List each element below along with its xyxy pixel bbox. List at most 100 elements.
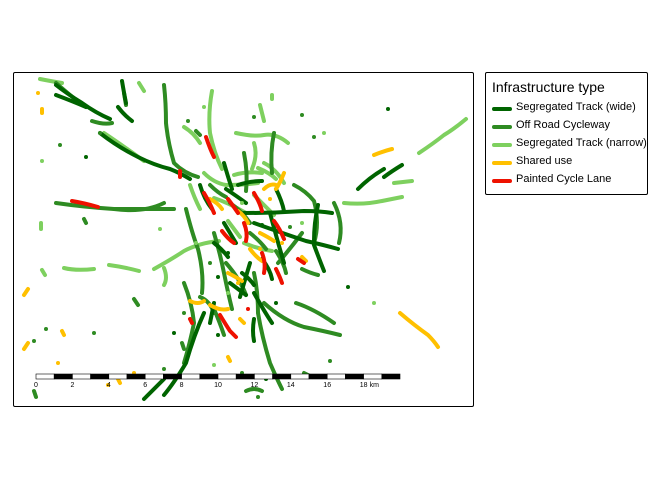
route-off-road xyxy=(32,389,38,399)
legend-swatch xyxy=(492,125,512,129)
route-off-road xyxy=(262,301,342,337)
route-segregated-narrow xyxy=(250,141,258,171)
route-off-road xyxy=(252,271,284,391)
route-segregated-wide xyxy=(386,107,390,111)
route-shared-use xyxy=(22,287,30,297)
scale-bar-segment xyxy=(290,373,310,380)
scale-tick-label: 0 xyxy=(34,382,38,389)
route-segregated-narrow xyxy=(372,301,376,305)
route-segregated-narrow xyxy=(38,77,64,85)
route-segregated-wide xyxy=(312,203,320,243)
route-off-road xyxy=(292,183,319,245)
legend-swatch xyxy=(492,107,512,111)
route-segregated-narrow xyxy=(322,131,326,135)
route-shared-use xyxy=(236,281,240,285)
route-segregated-wide xyxy=(274,301,278,305)
cycle-network-map: 0 2 4 6 8 10 12 14 16 18 km xyxy=(22,77,468,401)
route-segregated-wide xyxy=(236,179,264,187)
route-off-road xyxy=(244,387,264,393)
legend-item-painted-lane: Painted Cycle Lane xyxy=(492,171,647,189)
route-off-road xyxy=(252,115,256,119)
route-segregated-wide xyxy=(172,331,176,335)
route-off-road xyxy=(300,113,304,117)
legend-swatch xyxy=(492,161,512,165)
scale-bar-segment xyxy=(308,373,328,380)
scale-bar-segment xyxy=(72,373,91,380)
route-shared-use xyxy=(398,311,440,349)
route-painted-lane xyxy=(220,229,236,245)
route-segregated-wide xyxy=(224,187,248,205)
route-off-road xyxy=(90,119,114,126)
route-off-road xyxy=(184,207,205,295)
route-segregated-narrow xyxy=(417,117,468,155)
route-shared-use xyxy=(248,247,264,263)
route-off-road xyxy=(300,267,320,277)
route-painted-lane xyxy=(246,307,250,311)
route-shared-use xyxy=(258,247,262,251)
route-painted-lane xyxy=(70,199,100,209)
route-segregated-narrow xyxy=(240,201,244,205)
route-shared-use xyxy=(268,197,272,201)
scale-bar-segment xyxy=(144,373,164,380)
route-segregated-wide xyxy=(54,83,112,121)
scale-tick-label: 2 xyxy=(70,382,74,389)
route-segregated-narrow xyxy=(152,239,221,271)
route-off-road xyxy=(180,341,186,351)
legend: Infrastructure type Segregated Track (wi… xyxy=(485,72,648,195)
legend-label: Segregated Track (narrow) xyxy=(516,137,647,149)
route-segregated-narrow xyxy=(256,166,278,181)
scale-bar: 0 2 4 6 8 10 12 14 16 18 km xyxy=(34,373,401,389)
route-shared-use xyxy=(116,377,122,385)
scale-bar-segment xyxy=(254,373,273,380)
route-off-road xyxy=(194,129,202,137)
route-painted-lane xyxy=(252,191,264,213)
scale-bar-segment xyxy=(163,373,182,380)
route-off-road xyxy=(208,261,212,265)
route-shared-use xyxy=(208,197,224,211)
scale-bar-segment xyxy=(217,373,237,380)
route-shared-use xyxy=(36,91,40,95)
route-painted-lane xyxy=(242,221,249,243)
legend-item-segregated-narrow: Segregated Track (narrow) xyxy=(492,135,647,153)
route-off-road xyxy=(182,311,186,315)
route-segregated-narrow xyxy=(300,221,304,225)
scale-tick-label: 18 xyxy=(360,382,368,389)
route-shared-use xyxy=(208,303,230,312)
route-segregated-narrow xyxy=(40,159,44,163)
route-segregated-narrow xyxy=(107,263,141,273)
route-segregated-wide xyxy=(142,377,166,401)
route-segregated-wide xyxy=(382,163,404,179)
route-painted-lane xyxy=(272,219,286,241)
route-shared-use xyxy=(106,383,110,387)
route-segregated-wide xyxy=(240,271,256,287)
route-segregated-wide xyxy=(238,261,252,299)
scale-bar-segment xyxy=(181,373,201,380)
route-segregated-wide xyxy=(251,317,256,343)
scale-bar-segment xyxy=(90,373,110,380)
route-segregated-narrow xyxy=(342,195,404,206)
route-segregated-narrow xyxy=(392,179,414,185)
route-painted-lane xyxy=(218,313,238,339)
route-shared-use xyxy=(300,255,308,263)
legend-label: Shared use xyxy=(516,155,573,167)
route-segregated-wide xyxy=(84,155,88,159)
route-shared-use xyxy=(262,182,278,191)
route-off-road xyxy=(162,83,200,179)
scale-tick-label: 8 xyxy=(180,382,184,389)
route-off-road xyxy=(98,131,102,135)
route-painted-lane xyxy=(188,317,194,325)
route-segregated-narrow xyxy=(62,266,96,272)
legend-item-shared-use: Shared use xyxy=(492,153,647,171)
route-off-road xyxy=(82,217,88,225)
scale-tick-label: 14 xyxy=(287,382,295,389)
route-segregated-wide xyxy=(268,211,286,265)
route-segregated-wide xyxy=(228,281,248,297)
route-segregated-narrow xyxy=(182,125,202,145)
route-painted-lane xyxy=(260,251,267,275)
map-panel[interactable]: 0 2 4 6 8 10 12 14 16 18 km xyxy=(13,72,474,407)
route-segregated-narrow xyxy=(40,268,47,277)
route-shared-use xyxy=(274,171,286,191)
scale-bar-segment xyxy=(326,373,346,380)
route-off-road xyxy=(256,395,260,399)
legend-label: Segregated Track (wide) xyxy=(516,101,636,113)
